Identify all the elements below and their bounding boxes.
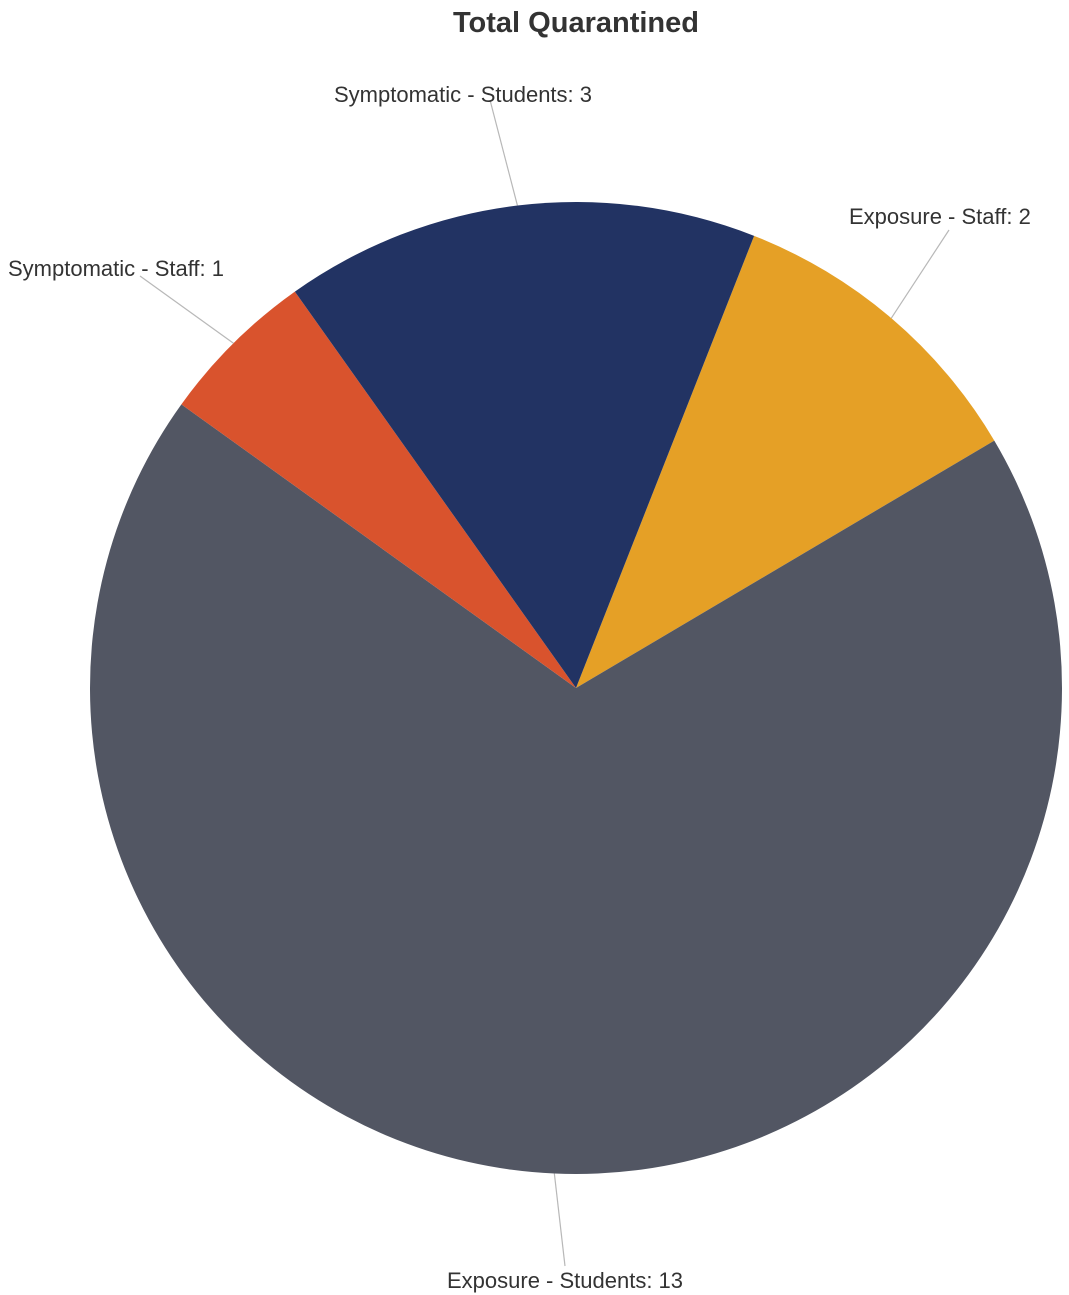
label-connector	[553, 1173, 566, 1267]
pie-slice-exposure-staff[interactable]	[576, 235, 995, 688]
label-connector	[489, 99, 519, 206]
pie-slice-symptomatic-staff[interactable]	[181, 291, 576, 688]
pie-slice-exposure-students[interactable]	[89, 404, 1063, 1175]
label-connector	[139, 275, 234, 344]
data-label: Symptomatic - Staff: 1	[8, 256, 224, 281]
data-label: Exposure - Students: 13	[447, 1268, 683, 1293]
chart-title: Total Quarantined	[453, 7, 699, 39]
pie-slice-symptomatic-students[interactable]	[294, 201, 755, 688]
data-label: Exposure - Staff: 2	[849, 204, 1031, 229]
label-connector	[890, 229, 950, 319]
slices-layer	[89, 201, 1063, 1175]
data-label: Symptomatic - Students: 3	[334, 82, 592, 107]
labels-layer: Exposure - Staff: 2 Exposure - Students: …	[8, 82, 1031, 1293]
